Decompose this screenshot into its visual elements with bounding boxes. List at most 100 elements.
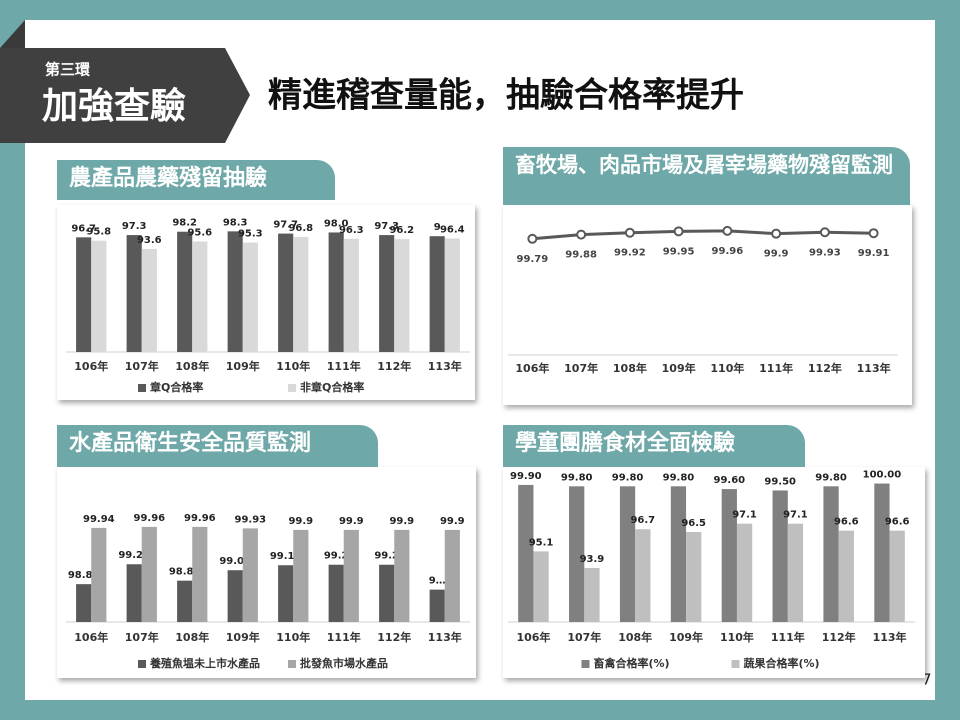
x-tick-label: 106年	[74, 359, 108, 373]
x-tick-label: 113年	[873, 630, 907, 644]
bar	[293, 529, 309, 622]
chart-panel	[503, 205, 912, 405]
x-tick-label: 109年	[226, 359, 260, 373]
legend-swatch	[288, 660, 296, 668]
data-label: 98.2	[172, 218, 197, 229]
bar	[429, 589, 445, 622]
data-label: 99.92	[614, 248, 646, 259]
bar	[126, 235, 142, 352]
bar	[76, 584, 92, 622]
data-label: 99.94	[83, 514, 115, 525]
bar	[91, 527, 107, 622]
bar	[569, 486, 585, 622]
x-tick-label: 108年	[175, 630, 209, 644]
data-label: 96.2	[389, 225, 414, 236]
data-label: 99.09	[219, 556, 251, 567]
x-tick-label: 108年	[618, 630, 652, 644]
x-tick-label: 108年	[613, 361, 647, 375]
point	[819, 227, 830, 238]
data-label: 98.3	[223, 217, 248, 228]
bar	[823, 486, 839, 622]
bar	[293, 236, 309, 352]
bar	[394, 239, 410, 352]
legend-label: 非章Q合格率	[300, 380, 364, 394]
legend-swatch	[288, 384, 296, 392]
data-label: 99.9	[440, 516, 465, 527]
bar	[686, 532, 702, 622]
x-tick-label: 107年	[567, 630, 601, 644]
legend-label: 蔬果合格率(%)	[744, 656, 820, 670]
x-tick-label: 112年	[377, 359, 411, 373]
data-label: 96.6	[834, 517, 859, 528]
data-label: 95.1	[529, 537, 554, 548]
bar	[126, 564, 142, 622]
data-label: 97.3	[374, 221, 399, 232]
data-label: 96.7	[71, 223, 96, 234]
bar	[278, 233, 294, 352]
x-tick-label: 111年	[327, 630, 361, 644]
slide-title: 精進稽查量能，抽驗合格率提升	[268, 76, 744, 116]
data-label: 99.60	[713, 475, 745, 486]
page-number: 7	[922, 671, 932, 689]
data-label: 97.7	[273, 220, 298, 231]
bar	[444, 529, 460, 622]
data-label: 99.96	[134, 513, 166, 524]
corner	[0, 20, 25, 48]
chart-tab: 農產品農藥殘留抽驗	[57, 160, 335, 200]
bar	[394, 529, 410, 622]
data-label: 96.6	[885, 517, 910, 528]
x-tick-label: 106年	[74, 630, 108, 644]
bar	[328, 232, 344, 352]
bar	[141, 526, 157, 622]
data-label: 99.9	[288, 516, 313, 527]
bar	[721, 489, 737, 622]
x-tick-label: 112年	[822, 630, 856, 644]
data-label: 99.95	[663, 246, 695, 257]
bar	[518, 484, 534, 622]
data-label: 99.80	[612, 472, 644, 483]
x-tick-label: 109年	[662, 361, 696, 375]
data-label: 97.3	[122, 221, 147, 232]
section-name: 加強查驗	[42, 85, 186, 127]
bar	[328, 564, 344, 622]
legend-label: 養殖魚塭未上市水產品	[150, 656, 260, 670]
bar	[91, 240, 107, 352]
data-label: 99.9	[339, 516, 364, 527]
data-label: 95.8	[86, 227, 111, 238]
x-tick-label: 111年	[759, 361, 793, 375]
x-tick-label: 111年	[771, 630, 805, 644]
bar	[444, 238, 460, 352]
x-tick-label: 107年	[125, 359, 159, 373]
chart-tab: 學童團膳食材全面檢驗	[503, 425, 805, 467]
bar	[177, 580, 193, 622]
bar	[192, 526, 208, 622]
bar	[177, 231, 193, 352]
x-tick-label: 113年	[428, 359, 462, 373]
bar	[889, 530, 905, 622]
x-tick-label: 110年	[276, 359, 310, 373]
legend-label: 批發魚市場水產品	[300, 656, 388, 670]
legend-swatch	[138, 660, 146, 668]
data-label: 97.1	[783, 510, 808, 521]
bar	[670, 486, 687, 622]
bar	[533, 551, 549, 622]
data-label: 93.9	[580, 554, 605, 565]
data-label: 99.93	[235, 514, 267, 525]
point	[527, 233, 538, 244]
bar	[343, 238, 359, 352]
x-tick-label: 108年	[175, 359, 209, 373]
bar	[379, 564, 395, 622]
point	[868, 228, 879, 239]
x-tick-label: 110年	[720, 630, 754, 644]
point	[771, 228, 782, 239]
x-tick-label: 111年	[327, 359, 361, 373]
x-tick-label: 107年	[125, 630, 159, 644]
bar	[772, 490, 788, 622]
bar	[343, 529, 359, 622]
x-tick-label: 109年	[226, 630, 260, 644]
x-tick-label: 110年	[710, 361, 744, 375]
data-label: 99.91	[858, 248, 890, 259]
